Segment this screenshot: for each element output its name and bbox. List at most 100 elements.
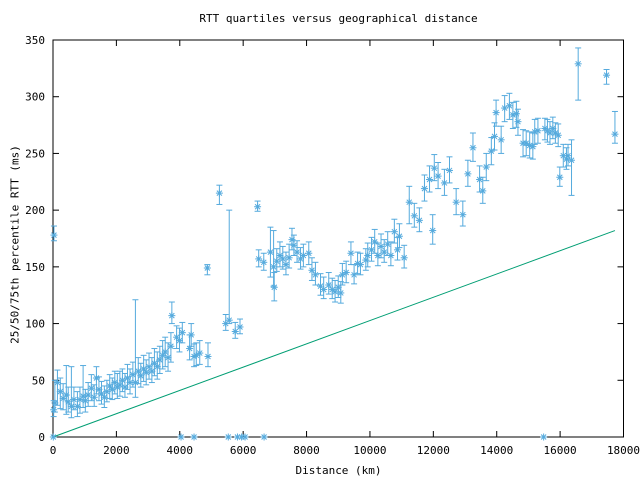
y-tick-label: 150 [25, 261, 45, 274]
y-tick-label: 350 [25, 34, 45, 47]
data-point [488, 148, 495, 155]
data-point [603, 72, 610, 79]
data-point [565, 152, 571, 159]
data-point [98, 391, 105, 397]
x-tick-label: 6000 [230, 444, 257, 457]
data-point [135, 368, 142, 375]
data-point [179, 329, 186, 336]
data-point [555, 132, 562, 139]
data-point [552, 130, 559, 136]
data-point [320, 286, 327, 293]
data-point [193, 352, 200, 359]
data-point [540, 434, 547, 440]
data-point [109, 386, 116, 393]
data-point [188, 332, 195, 338]
data-point [111, 379, 118, 386]
data-point [173, 334, 180, 341]
data-point [491, 133, 498, 140]
data-point [234, 434, 241, 440]
data-point [96, 386, 102, 393]
y-tick-label: 50 [32, 374, 45, 387]
data-point [506, 102, 513, 109]
data-point [270, 264, 277, 270]
data-point [476, 176, 483, 183]
data-point [283, 261, 289, 268]
data-point [168, 343, 174, 350]
data-point [117, 381, 123, 388]
data-point [162, 349, 169, 355]
data-point [52, 400, 58, 406]
data-point [435, 173, 441, 179]
data-point [351, 271, 357, 278]
data-point [612, 131, 618, 137]
data-point [225, 434, 232, 440]
data-point [453, 199, 460, 206]
data-point [143, 369, 150, 376]
data-point [124, 375, 131, 381]
data-point [388, 252, 394, 259]
data-point [159, 352, 166, 359]
data-point [411, 212, 418, 219]
data-point [329, 286, 336, 293]
data-point [378, 243, 384, 250]
data-point [305, 250, 312, 257]
data-point [286, 254, 292, 261]
data-point [446, 167, 453, 174]
y-tick-label: 100 [25, 318, 45, 331]
data-point [176, 337, 183, 344]
data-point [255, 256, 262, 262]
x-tick-label: 12000 [417, 444, 450, 457]
data-point [80, 393, 86, 400]
data-point [226, 317, 233, 324]
x-tick-label: 2000 [103, 444, 130, 457]
data-point [549, 125, 556, 132]
data-point [510, 112, 516, 118]
data-point [339, 271, 346, 278]
data-point [431, 165, 438, 172]
data-point [196, 350, 203, 356]
data-point [312, 271, 319, 278]
data-point [88, 385, 95, 392]
data-point [300, 252, 307, 259]
data-point [65, 398, 72, 405]
data-point [156, 357, 163, 363]
data-point [204, 265, 211, 271]
data-point [68, 403, 75, 410]
x-tick-label: 4000 [167, 444, 194, 457]
data-point [556, 174, 563, 181]
data-point [547, 130, 553, 136]
data-point [130, 371, 136, 378]
data-point [74, 403, 81, 410]
x-tick-label: 10000 [353, 444, 386, 457]
data-point [396, 233, 403, 240]
data-point [137, 372, 144, 379]
data-point [271, 284, 278, 291]
data-point [106, 383, 113, 389]
data-point [459, 211, 466, 218]
data-point [426, 176, 433, 183]
data-point [498, 136, 505, 143]
data-point [122, 384, 128, 390]
data-point [54, 379, 61, 386]
data-point [394, 246, 401, 253]
data-point [335, 284, 342, 291]
plot-border [52, 39, 624, 438]
data-point [186, 345, 193, 352]
data-point [501, 105, 508, 111]
data-point [348, 250, 354, 257]
data-point [523, 140, 530, 147]
data-point [332, 288, 338, 295]
data-point [371, 239, 378, 245]
data-point [232, 328, 239, 335]
reference-line [52, 230, 616, 438]
y-tick-label: 300 [25, 91, 45, 104]
data-point [568, 157, 575, 164]
data-point [151, 360, 158, 367]
data-point [140, 366, 147, 372]
data-point [337, 290, 344, 296]
x-tick-label: 8000 [293, 444, 320, 457]
data-point [470, 144, 476, 151]
chart-title: RTT quartiles versus geographical distan… [199, 12, 478, 25]
data-point [169, 312, 175, 319]
data-point [149, 368, 155, 375]
